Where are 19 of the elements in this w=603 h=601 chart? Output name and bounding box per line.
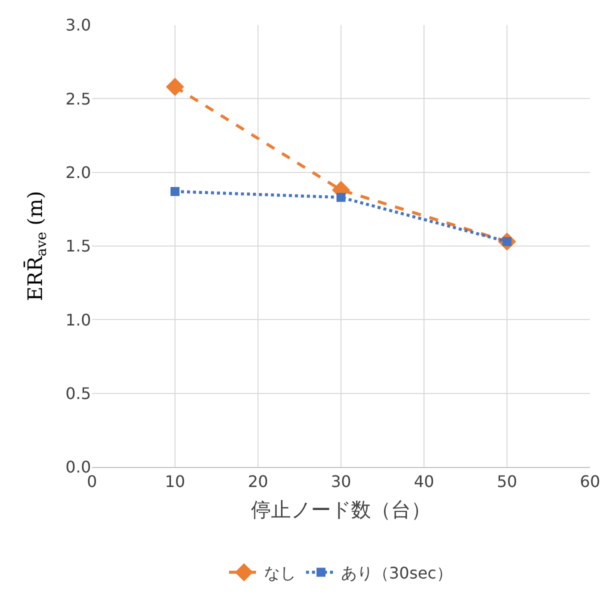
x-tick-label: 50	[496, 472, 518, 492]
x-axis-title: 停止ノード数（台）	[251, 498, 431, 522]
y-tick-label: 0.5	[66, 384, 91, 403]
y-tick-label: 2.0	[66, 162, 91, 182]
point	[166, 78, 184, 96]
y-tick-label: 3.0	[66, 16, 91, 35]
x-tick-label: 30	[330, 472, 352, 492]
x-tick-label: 20	[248, 472, 268, 492]
point	[336, 192, 346, 202]
x-tick-label: 10	[164, 472, 186, 492]
y-tick-label: 2.5	[66, 89, 91, 108]
legend-label: あり（30sec）	[341, 564, 452, 583]
x-tick-label: 40	[414, 472, 434, 492]
y-tick-label: 1.0	[66, 310, 91, 330]
y-tick-label: 1.5	[66, 236, 91, 256]
x-tick-label: 60	[580, 472, 600, 492]
x-tick-label: 0	[86, 472, 98, 492]
point	[170, 186, 180, 196]
legend-label: なし	[264, 564, 296, 583]
